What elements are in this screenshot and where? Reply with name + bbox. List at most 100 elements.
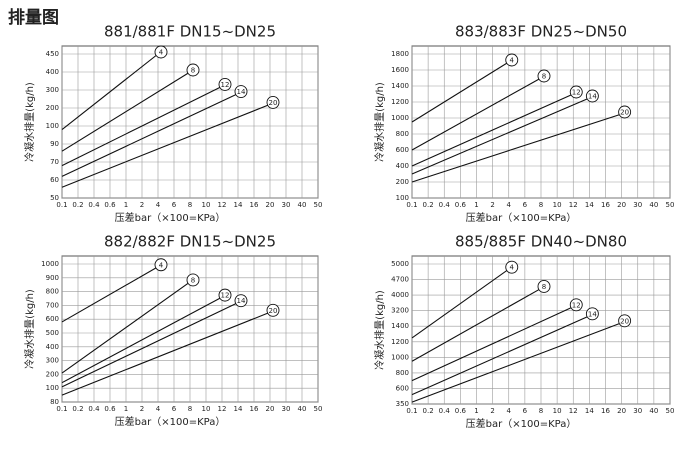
y-axis-label: 冷凝水排量(kg/h) — [23, 289, 36, 369]
curve-line — [411, 287, 542, 362]
y-tick-label: 350 — [396, 400, 409, 408]
orifice-label: 4 — [510, 57, 515, 65]
curve-line — [411, 268, 510, 339]
orifice-label: 12 — [221, 81, 230, 89]
x-tick-label: 0.2 — [72, 201, 83, 209]
x-tick-label: 0.1 — [406, 407, 417, 415]
y-tick-label: 4000 — [391, 291, 409, 299]
x-tick-label: 6 — [172, 201, 177, 209]
x-tick-label: 16 — [250, 405, 259, 413]
y-tick-label: 1200 — [391, 98, 409, 106]
orifice-marker — [154, 258, 168, 272]
x-tick-label: 40 — [298, 201, 307, 209]
y-tick-label: 5000 — [391, 260, 409, 268]
orifice-label: 4 — [159, 261, 164, 269]
x-tick-label: 10 — [202, 405, 211, 413]
orifice-marker — [569, 298, 583, 312]
y-tick-label: 600 — [396, 384, 409, 392]
orifice-marker — [234, 294, 248, 308]
y-tick-label: 500 — [46, 329, 59, 337]
y-tick-label: 100 — [46, 122, 59, 130]
x-tick-label: 20 — [617, 407, 626, 415]
y-tick-label: 800 — [46, 288, 59, 296]
x-tick-label: 30 — [633, 201, 642, 209]
curve-line — [61, 53, 159, 131]
orifice-label: 20 — [620, 317, 629, 325]
x-tick-label: 12 — [569, 201, 578, 209]
curve-line — [411, 306, 574, 382]
y-tick-label: 300 — [46, 86, 59, 94]
x-tick-label: 6 — [523, 407, 528, 415]
x-tick-label: 0.6 — [455, 201, 467, 209]
y-tick-label: 200 — [46, 370, 59, 378]
y-tick-label: 450 — [46, 50, 59, 58]
orifice-marker — [505, 260, 519, 274]
y-tick-label: 400 — [396, 162, 409, 170]
x-tick-label: 16 — [601, 201, 610, 209]
x-tick-label: 50 — [314, 201, 323, 209]
curve-line — [411, 97, 590, 175]
x-tick-label: 0.4 — [439, 407, 451, 415]
x-tick-label: 30 — [282, 405, 291, 413]
y-tick-label: 4700 — [391, 276, 409, 284]
x-tick-label: 50 — [666, 201, 675, 209]
y-axis-label: 冷凝水排量(kg/h) — [23, 82, 36, 162]
x-tick-label: 10 — [553, 407, 562, 415]
orifice-label: 12 — [221, 292, 230, 300]
x-tick-label: 50 — [314, 405, 323, 413]
x-axis-label: 压差bar（×100=KPa） — [466, 417, 577, 430]
x-tick-label: 1 — [474, 407, 478, 415]
orifice-marker — [618, 314, 632, 328]
x-axis-label: 压差bar（×100=KPa） — [466, 211, 577, 224]
x-tick-label: 4 — [156, 201, 161, 209]
x-tick-label: 2 — [140, 405, 144, 413]
y-tick-label: 200 — [46, 104, 59, 112]
x-tick-label: 4 — [156, 405, 161, 413]
orifice-marker — [186, 273, 200, 287]
orifice-marker — [266, 95, 280, 109]
x-tick-label: 0.2 — [423, 407, 434, 415]
curve-line — [61, 296, 223, 384]
x-tick-label: 0.2 — [423, 201, 434, 209]
y-tick-label: 400 — [46, 68, 59, 76]
x-tick-label: 0.6 — [104, 405, 116, 413]
y-axis-label: 冷凝水排量(kg/h) — [373, 82, 386, 162]
x-tick-label: 14 — [234, 405, 243, 413]
orifice-label: 4 — [510, 264, 515, 272]
x-tick-label: 0.4 — [88, 405, 100, 413]
x-tick-label: 40 — [298, 405, 307, 413]
x-tick-label: 12 — [569, 407, 578, 415]
x-tick-label: 12 — [218, 405, 227, 413]
x-tick-label: 6 — [172, 405, 177, 413]
orifice-label: 20 — [269, 99, 278, 107]
curve-line — [411, 61, 510, 123]
x-tick-label: 20 — [266, 201, 275, 209]
x-tick-label: 0.1 — [56, 201, 67, 209]
y-tick-label: 90 — [50, 140, 59, 148]
y-tick-label: 800 — [396, 130, 409, 138]
y-tick-label: 1600 — [391, 66, 409, 74]
x-tick-label: 2 — [490, 407, 494, 415]
curve-line — [411, 315, 590, 396]
y-tick-label: 1000 — [391, 114, 409, 122]
x-tick-label: 0.1 — [406, 201, 417, 209]
x-tick-label: 40 — [649, 201, 658, 209]
x-tick-label: 10 — [553, 201, 562, 209]
orifice-label: 14 — [588, 93, 597, 101]
orifice-marker — [537, 279, 551, 293]
x-tick-label: 8 — [539, 201, 543, 209]
y-tick-label: 1400 — [391, 82, 409, 90]
x-tick-label: 30 — [282, 201, 291, 209]
x-tick-label: 2 — [490, 201, 494, 209]
curve-line — [61, 281, 191, 374]
y-tick-label: 1400 — [391, 322, 409, 330]
curve-line — [61, 311, 271, 396]
curve-line — [411, 77, 542, 151]
curve-line — [411, 93, 574, 167]
x-tick-label: 4 — [507, 201, 512, 209]
y-tick-label: 60 — [50, 176, 59, 184]
chart-title: 882/882F DN15~DN25 — [104, 233, 276, 251]
x-tick-label: 0.1 — [56, 405, 67, 413]
orifice-marker — [618, 105, 632, 119]
y-tick-label: 200 — [396, 178, 409, 186]
